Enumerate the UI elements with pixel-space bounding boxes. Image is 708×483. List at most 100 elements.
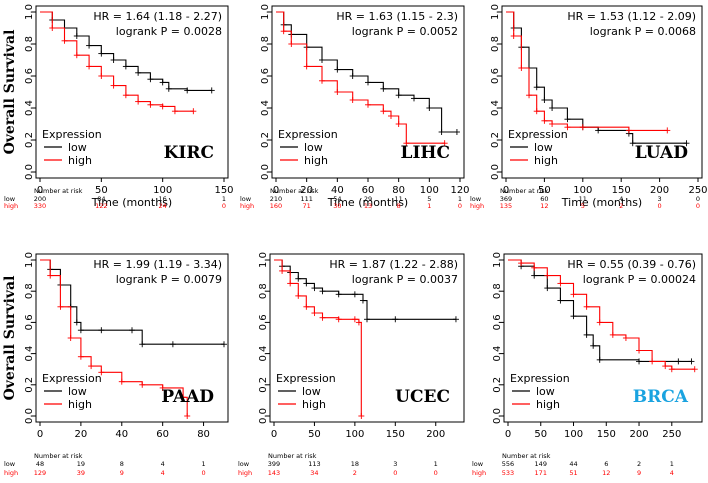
risk-count-high: 39 <box>77 469 85 477</box>
risk-row-label-high: high <box>240 202 254 210</box>
risk-count-high: 330 <box>34 202 46 210</box>
risk-header: Number at risk <box>502 452 551 460</box>
legend-title: Expression <box>42 372 102 385</box>
risk-count-low: 200 <box>34 195 46 203</box>
x-tick-label: 50 <box>534 429 547 440</box>
risk-count-low: 1 <box>222 195 226 203</box>
legend-title: Expression <box>508 128 568 141</box>
risk-count-high: 2 <box>619 202 623 210</box>
x-tick-label: 200 <box>426 429 445 440</box>
hr-text: HR = 1.53 (1.12 - 2.09) <box>567 10 696 23</box>
risk-count-high: 143 <box>268 469 280 477</box>
x-tick-label: 250 <box>688 185 707 196</box>
hr-text: HR = 1.99 (1.19 - 3.34) <box>93 258 222 271</box>
y-tick-label: 1.0 <box>490 4 501 20</box>
risk-count-high: 4 <box>670 469 674 477</box>
risk-count-high: 4 <box>161 469 165 477</box>
legend-label-low: low <box>68 385 87 398</box>
y-tick-label: 1.0 <box>258 252 269 268</box>
x-tick-label: 150 <box>612 185 631 196</box>
plot-frame <box>269 253 465 423</box>
risk-count-high: 122 <box>95 202 107 210</box>
logrank-p-text: logrank P = 0.0052 <box>352 25 458 38</box>
y-tick-label: 0.6 <box>490 68 501 84</box>
risk-count-low: 5 <box>427 195 431 203</box>
x-tick-label: 100 <box>420 185 439 196</box>
risk-header: Number at risk <box>34 187 83 195</box>
risk-count-high: 135 <box>500 202 512 210</box>
legend-title: Expression <box>276 372 336 385</box>
legend-label-high: high <box>536 398 560 411</box>
y-tick-label: 0.4 <box>490 100 501 116</box>
y-tick-label: 0.2 <box>24 132 35 148</box>
risk-count-low: 29 <box>364 195 372 203</box>
plot-frame <box>35 5 229 179</box>
y-tick-label: 1.0 <box>24 252 35 268</box>
x-tick-label: 40 <box>331 185 344 196</box>
x-tick-label: 0 <box>273 185 279 196</box>
x-axis-label: Time (months) <box>561 196 642 209</box>
risk-row-label-low: low <box>240 195 252 203</box>
risk-count-high: 1 <box>427 202 431 210</box>
risk-count-low: 113 <box>308 460 320 468</box>
km-curve-high <box>274 259 362 416</box>
risk-header: Number at risk <box>34 452 83 460</box>
y-tick-label: 0.2 <box>492 377 503 393</box>
risk-count-low: 111 <box>300 195 312 203</box>
y-tick-label: 0.8 <box>24 283 35 299</box>
risk-count-low: 149 <box>535 460 547 468</box>
risk-count-low: 1 <box>670 460 674 468</box>
plot-frame <box>35 253 229 423</box>
y-tick-label: 1.0 <box>24 4 35 20</box>
legend-title: Expression <box>510 372 570 385</box>
risk-count-low: 3 <box>658 195 662 203</box>
risk-row-label-high: high <box>470 202 484 210</box>
risk-header: Number at risk <box>500 187 549 195</box>
risk-count-low: 2 <box>637 460 641 468</box>
legend-label-low: low <box>304 141 323 154</box>
legend-label-high: high <box>304 154 328 167</box>
risk-count-high: 0 <box>658 202 662 210</box>
risk-count-low: 11 <box>579 195 587 203</box>
cancer-type-label: UCEC <box>395 387 450 407</box>
x-tick-label: 50 <box>308 429 321 440</box>
y-tick-label: 0.4 <box>24 346 35 362</box>
legend-label-low: low <box>536 385 555 398</box>
x-tick-label: 100 <box>573 185 592 196</box>
risk-count-high: 533 <box>502 469 514 477</box>
risk-count-low: 369 <box>500 195 512 203</box>
risk-count-low: 210 <box>270 195 282 203</box>
x-tick-label: 40 <box>115 429 128 440</box>
legend-title: Expression <box>42 128 102 141</box>
x-tick-label: 80 <box>392 185 405 196</box>
risk-count-low: 44 <box>569 460 577 468</box>
risk-count-high: 0 <box>696 202 700 210</box>
risk-count-low: 19 <box>77 460 85 468</box>
y-tick-label: 0.6 <box>492 314 503 330</box>
y-tick-label: 0.4 <box>260 100 271 116</box>
legend-label-high: high <box>68 154 92 167</box>
plot-frame <box>503 253 703 423</box>
y-tick-label: 0.0 <box>24 408 35 424</box>
risk-count-high: 0 <box>222 202 226 210</box>
y-tick-label: 0.0 <box>260 164 271 180</box>
risk-count-high: 160 <box>270 202 282 210</box>
risk-count-low: 11 <box>395 195 403 203</box>
logrank-p-text: logrank P = 0.0068 <box>590 25 696 38</box>
y-tick-label: 0.4 <box>492 346 503 362</box>
risk-count-low: 1 <box>201 460 205 468</box>
risk-row-label-low: low <box>470 195 482 203</box>
y-tick-label: 0.0 <box>492 408 503 424</box>
y-tick-label: 0.8 <box>260 36 271 52</box>
risk-count-high: 34 <box>310 469 318 477</box>
y-axis-label: Overall Survival <box>2 276 18 401</box>
risk-count-low: 4 <box>161 460 165 468</box>
x-tick-label: 100 <box>564 429 583 440</box>
x-tick-label: 60 <box>156 429 169 440</box>
risk-count-low: 0 <box>696 195 700 203</box>
legend-label-high: high <box>68 398 92 411</box>
x-tick-label: 20 <box>300 185 313 196</box>
y-axis-label: Overall Survival <box>2 30 18 155</box>
